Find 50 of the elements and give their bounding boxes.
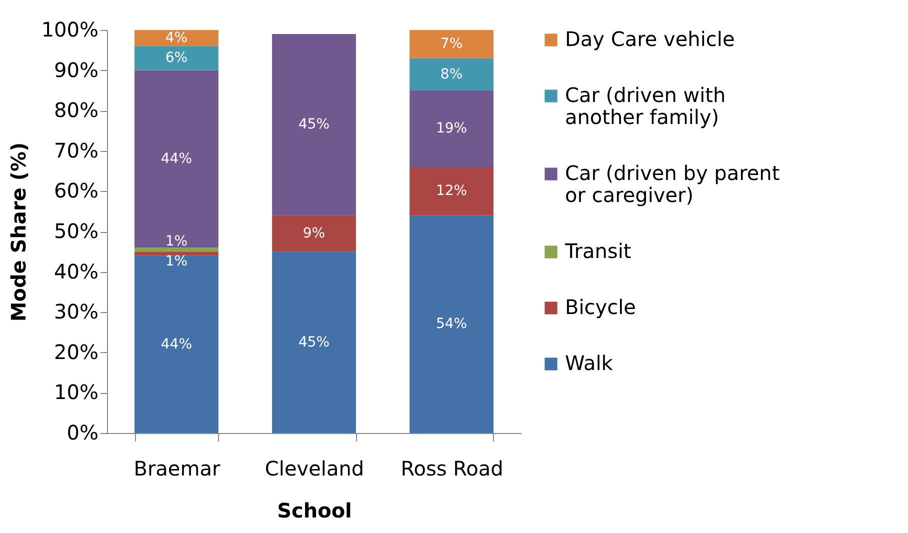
- data-label: 12%: [436, 183, 468, 200]
- y-tick-label: 50%: [54, 219, 98, 243]
- legend-label: Bicycle: [565, 295, 636, 319]
- bar: [134, 252, 218, 256]
- data-label: 1%: [165, 234, 188, 250]
- legend-label: Transit: [564, 239, 632, 263]
- data-label: 7%: [440, 36, 463, 52]
- bar: [410, 167, 494, 216]
- x-tick-label: Braemar: [134, 456, 221, 480]
- bar: [134, 30, 218, 46]
- bar: [272, 252, 356, 433]
- x-axis-title: School: [277, 498, 352, 522]
- y-tick-label: 100%: [41, 18, 98, 42]
- bar: [410, 90, 494, 168]
- y-tick-label: 10%: [54, 380, 98, 404]
- data-label: 9%: [302, 226, 326, 242]
- x-tick-label: Cleveland: [264, 456, 364, 480]
- bar: [134, 256, 218, 433]
- legend-label: Car (driven with another family): [565, 83, 726, 129]
- y-axis-title: Mode Share (%): [6, 142, 30, 322]
- data-label: 45%: [298, 334, 330, 350]
- data-label: 45%: [298, 116, 330, 133]
- data-label: 19%: [436, 120, 468, 137]
- bar: [410, 30, 494, 58]
- data-label: 8%: [440, 66, 463, 82]
- legend-label: Walk: [565, 351, 614, 375]
- data-label: 6%: [165, 50, 188, 66]
- legend-label: Car (driven by parent or caregiver): [565, 161, 780, 207]
- y-tick-label: 80%: [54, 98, 98, 122]
- y-tick-label: 70%: [54, 138, 98, 162]
- data-label: 44%: [160, 150, 192, 167]
- x-tick-label: Ross Road: [400, 456, 504, 480]
- y-tick-label: 20%: [54, 340, 98, 364]
- y-tick-label: 40%: [54, 259, 98, 284]
- y-tick-label: 60%: [54, 178, 98, 203]
- y-tick-label: 30%: [54, 300, 98, 324]
- data-label: 4%: [165, 30, 188, 46]
- y-tick-label: 90%: [54, 58, 98, 82]
- bar: [410, 58, 494, 90]
- bar: [272, 215, 356, 252]
- y-tick-label: 0%: [66, 420, 98, 444]
- bar: [410, 215, 494, 433]
- bar: [272, 34, 356, 216]
- bar: [134, 248, 218, 252]
- data-label: 44%: [160, 336, 192, 352]
- data-label: 54%: [436, 316, 468, 332]
- bar: [134, 70, 218, 248]
- legend-label: Day Care vehicle: [565, 27, 735, 51]
- bar: [134, 46, 218, 70]
- data-label: 1%: [165, 254, 188, 270]
